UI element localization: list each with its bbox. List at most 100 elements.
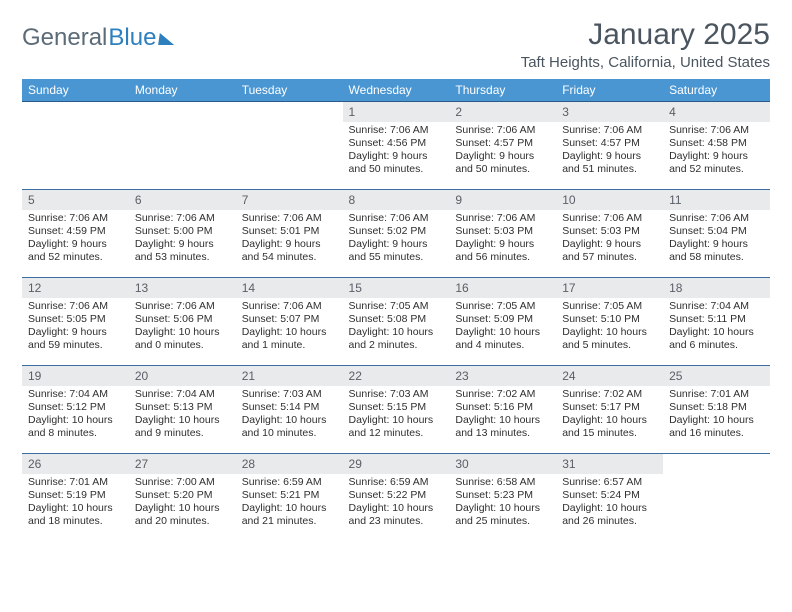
calendar-day-cell: 26Sunrise: 7:01 AMSunset: 5:19 PMDayligh… [22,454,129,542]
day-details: Sunrise: 7:06 AMSunset: 4:56 PMDaylight:… [343,122,450,180]
calendar-day-cell: 6Sunrise: 7:06 AMSunset: 5:00 PMDaylight… [129,190,236,278]
day-number: 23 [449,366,556,386]
calendar-day-cell: 15Sunrise: 7:05 AMSunset: 5:08 PMDayligh… [343,278,450,366]
calendar-week-row: 19Sunrise: 7:04 AMSunset: 5:12 PMDayligh… [22,366,770,454]
weekday-header: Monday [129,79,236,102]
logo: General Blue [22,18,175,52]
calendar-day-cell: 31Sunrise: 6:57 AMSunset: 5:24 PMDayligh… [556,454,663,542]
weekday-header: Saturday [663,79,770,102]
calendar-day-cell: 7Sunrise: 7:06 AMSunset: 5:01 PMDaylight… [236,190,343,278]
calendar-day-cell: 5Sunrise: 7:06 AMSunset: 4:59 PMDaylight… [22,190,129,278]
day-details: Sunrise: 7:05 AMSunset: 5:08 PMDaylight:… [343,298,450,356]
calendar-day-cell [129,102,236,190]
day-number: 13 [129,278,236,298]
day-details: Sunrise: 6:57 AMSunset: 5:24 PMDaylight:… [556,474,663,532]
calendar-day-cell: 11Sunrise: 7:06 AMSunset: 5:04 PMDayligh… [663,190,770,278]
day-details: Sunrise: 6:58 AMSunset: 5:23 PMDaylight:… [449,474,556,532]
calendar-page: General Blue January 2025 Taft Heights, … [0,0,792,560]
day-number: 6 [129,190,236,210]
day-number: 28 [236,454,343,474]
calendar-day-cell: 10Sunrise: 7:06 AMSunset: 5:03 PMDayligh… [556,190,663,278]
day-details: Sunrise: 7:03 AMSunset: 5:14 PMDaylight:… [236,386,343,444]
day-number: 14 [236,278,343,298]
day-number: 10 [556,190,663,210]
day-details: Sunrise: 7:06 AMSunset: 5:06 PMDaylight:… [129,298,236,356]
calendar-day-cell: 17Sunrise: 7:05 AMSunset: 5:10 PMDayligh… [556,278,663,366]
calendar-body: 1Sunrise: 7:06 AMSunset: 4:56 PMDaylight… [22,102,770,542]
day-details: Sunrise: 7:05 AMSunset: 5:09 PMDaylight:… [449,298,556,356]
calendar-day-cell: 18Sunrise: 7:04 AMSunset: 5:11 PMDayligh… [663,278,770,366]
calendar-week-row: 12Sunrise: 7:06 AMSunset: 5:05 PMDayligh… [22,278,770,366]
day-details: Sunrise: 6:59 AMSunset: 5:22 PMDaylight:… [343,474,450,532]
day-details: Sunrise: 7:01 AMSunset: 5:19 PMDaylight:… [22,474,129,532]
day-number: 19 [22,366,129,386]
calendar-day-cell: 12Sunrise: 7:06 AMSunset: 5:05 PMDayligh… [22,278,129,366]
calendar-day-cell: 16Sunrise: 7:05 AMSunset: 5:09 PMDayligh… [449,278,556,366]
day-details: Sunrise: 7:04 AMSunset: 5:12 PMDaylight:… [22,386,129,444]
day-details: Sunrise: 7:04 AMSunset: 5:11 PMDaylight:… [663,298,770,356]
calendar-day-cell: 4Sunrise: 7:06 AMSunset: 4:58 PMDaylight… [663,102,770,190]
day-number: 18 [663,278,770,298]
day-number: 26 [22,454,129,474]
calendar-day-cell [236,102,343,190]
day-number: 17 [556,278,663,298]
weekday-header: Wednesday [343,79,450,102]
day-number: 31 [556,454,663,474]
day-number: 8 [343,190,450,210]
calendar-week-row: 1Sunrise: 7:06 AMSunset: 4:56 PMDaylight… [22,102,770,190]
day-number: 25 [663,366,770,386]
calendar-day-cell: 25Sunrise: 7:01 AMSunset: 5:18 PMDayligh… [663,366,770,454]
title-block: January 2025 Taft Heights, California, U… [521,18,770,71]
day-details: Sunrise: 7:06 AMSunset: 5:03 PMDaylight:… [449,210,556,268]
calendar-day-cell: 29Sunrise: 6:59 AMSunset: 5:22 PMDayligh… [343,454,450,542]
calendar-day-cell: 8Sunrise: 7:06 AMSunset: 5:02 PMDaylight… [343,190,450,278]
day-number: 5 [22,190,129,210]
day-details: Sunrise: 7:00 AMSunset: 5:20 PMDaylight:… [129,474,236,532]
day-number: 24 [556,366,663,386]
day-number: 7 [236,190,343,210]
calendar-day-cell [663,454,770,542]
weekday-header: Sunday [22,79,129,102]
day-number: 12 [22,278,129,298]
day-details: Sunrise: 7:06 AMSunset: 5:02 PMDaylight:… [343,210,450,268]
calendar-week-row: 26Sunrise: 7:01 AMSunset: 5:19 PMDayligh… [22,454,770,542]
day-number: 20 [129,366,236,386]
day-number: 15 [343,278,450,298]
calendar-day-cell: 23Sunrise: 7:02 AMSunset: 5:16 PMDayligh… [449,366,556,454]
day-number: 29 [343,454,450,474]
logo-text-blue: Blue [108,24,156,52]
calendar-day-cell: 2Sunrise: 7:06 AMSunset: 4:57 PMDaylight… [449,102,556,190]
day-details: Sunrise: 7:06 AMSunset: 5:03 PMDaylight:… [556,210,663,268]
calendar-day-cell: 30Sunrise: 6:58 AMSunset: 5:23 PMDayligh… [449,454,556,542]
day-details: Sunrise: 7:06 AMSunset: 5:07 PMDaylight:… [236,298,343,356]
calendar-day-cell: 24Sunrise: 7:02 AMSunset: 5:17 PMDayligh… [556,366,663,454]
day-details: Sunrise: 7:04 AMSunset: 5:13 PMDaylight:… [129,386,236,444]
day-details: Sunrise: 7:06 AMSunset: 5:04 PMDaylight:… [663,210,770,268]
day-details: Sunrise: 7:06 AMSunset: 4:59 PMDaylight:… [22,210,129,268]
calendar-day-cell: 28Sunrise: 6:59 AMSunset: 5:21 PMDayligh… [236,454,343,542]
location-text: Taft Heights, California, United States [521,54,770,71]
calendar-day-cell: 19Sunrise: 7:04 AMSunset: 5:12 PMDayligh… [22,366,129,454]
day-number: 30 [449,454,556,474]
day-number: 1 [343,102,450,122]
day-details: Sunrise: 7:06 AMSunset: 4:58 PMDaylight:… [663,122,770,180]
day-details: Sunrise: 7:06 AMSunset: 5:00 PMDaylight:… [129,210,236,268]
logo-text-general: General [22,24,107,52]
day-number: 16 [449,278,556,298]
calendar-day-cell: 27Sunrise: 7:00 AMSunset: 5:20 PMDayligh… [129,454,236,542]
calendar-day-cell: 14Sunrise: 7:06 AMSunset: 5:07 PMDayligh… [236,278,343,366]
calendar-day-cell: 9Sunrise: 7:06 AMSunset: 5:03 PMDaylight… [449,190,556,278]
day-details: Sunrise: 7:02 AMSunset: 5:16 PMDaylight:… [449,386,556,444]
day-details: Sunrise: 7:06 AMSunset: 5:05 PMDaylight:… [22,298,129,356]
calendar-day-cell [22,102,129,190]
calendar-day-cell: 1Sunrise: 7:06 AMSunset: 4:56 PMDaylight… [343,102,450,190]
calendar-table: SundayMondayTuesdayWednesdayThursdayFrid… [22,79,770,542]
weekday-header: Tuesday [236,79,343,102]
calendar-day-cell: 13Sunrise: 7:06 AMSunset: 5:06 PMDayligh… [129,278,236,366]
calendar-day-cell: 21Sunrise: 7:03 AMSunset: 5:14 PMDayligh… [236,366,343,454]
calendar-day-cell: 22Sunrise: 7:03 AMSunset: 5:15 PMDayligh… [343,366,450,454]
weekday-header: Thursday [449,79,556,102]
logo-sail-icon [159,33,177,45]
day-details: Sunrise: 7:03 AMSunset: 5:15 PMDaylight:… [343,386,450,444]
day-number: 9 [449,190,556,210]
